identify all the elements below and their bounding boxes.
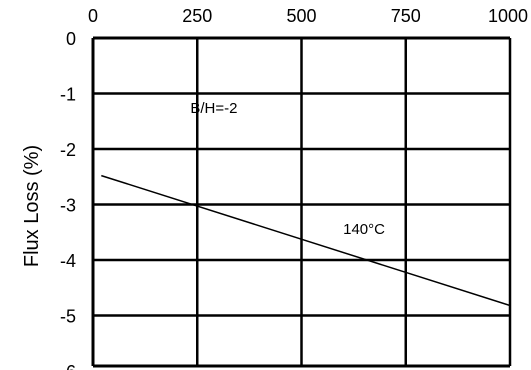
x-tick-labels: 0 250 500 750 1000	[88, 6, 528, 26]
y-tick-label: -6	[60, 362, 76, 370]
x-tick-label: 500	[286, 6, 316, 26]
y-tick-label: -4	[60, 251, 76, 271]
x-tick-label: 250	[182, 6, 212, 26]
annotations: B/H=-2 140°C	[190, 100, 385, 238]
grid	[91, 36, 512, 368]
y-tick-label: 0	[66, 29, 76, 49]
series-layer	[101, 174, 511, 307]
x-tick-label: 0	[88, 6, 98, 26]
annotation-label: B/H=-2	[190, 100, 237, 117]
y-tick-label: -3	[60, 196, 76, 216]
series-line-0	[101, 174, 511, 307]
y-tick-label: -2	[60, 140, 76, 160]
y-axis-label: Flux Loss (%)	[21, 145, 43, 267]
y-tick-label: -1	[60, 85, 76, 105]
y-tick-label: -5	[60, 307, 76, 327]
x-tick-label: 750	[391, 6, 421, 26]
x-tick-label: 1000	[488, 6, 528, 26]
annotation-label: 140°C	[343, 221, 385, 238]
y-tick-labels: 0 -1 -2 -3 -4 -5 -6	[60, 29, 76, 370]
